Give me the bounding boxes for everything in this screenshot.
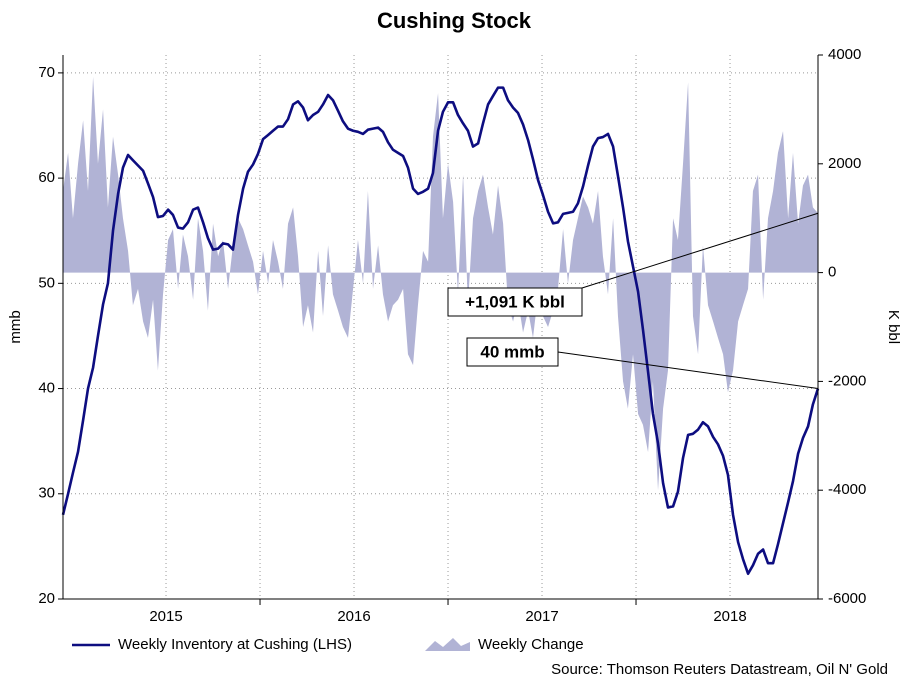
y-tick-label: 60 (38, 169, 55, 186)
annotation-text: 40 mmb (480, 342, 544, 361)
line (61, 86, 820, 576)
x-tick-label: 2018 (713, 608, 746, 625)
y-tick-label: 70 (38, 64, 55, 81)
y2-tick-label: 4000 (828, 46, 861, 63)
legend-label: Weekly Change (478, 636, 584, 653)
y-tick-label: 50 (38, 274, 55, 291)
annotation-text: +1,091 K bbl (465, 292, 565, 311)
y2-tick-label: -6000 (828, 590, 866, 607)
x-tick-label: 2017 (525, 608, 558, 625)
y2-tick-label: -4000 (828, 481, 866, 498)
y-tick-label: 40 (38, 380, 55, 397)
y2-axis-label: K bbl (885, 310, 902, 344)
area (63, 76, 818, 491)
x-tick-label: 2016 (337, 608, 370, 625)
annotation-leader (581, 212, 819, 289)
legend-label: Weekly Inventory at Cushing (LHS) (118, 636, 352, 653)
legend-swatch (425, 638, 470, 651)
annotation-box (447, 287, 583, 317)
y2-tick-label: 0 (828, 264, 836, 281)
y2-tick-label: 2000 (828, 155, 861, 172)
y-axis-label: mmb (7, 310, 24, 343)
chart-title: Cushing Stock (377, 8, 532, 33)
annotation-box (466, 337, 559, 367)
source-note: Source: Thomson Reuters Datastream, Oil … (551, 661, 888, 678)
x-tick-label: 2015 (149, 608, 182, 625)
y2-tick-label: -2000 (828, 372, 866, 389)
y-tick-label: 20 (38, 590, 55, 607)
annotation-leader (557, 351, 819, 390)
y-tick-label: 30 (38, 485, 55, 502)
grid (63, 55, 818, 600)
